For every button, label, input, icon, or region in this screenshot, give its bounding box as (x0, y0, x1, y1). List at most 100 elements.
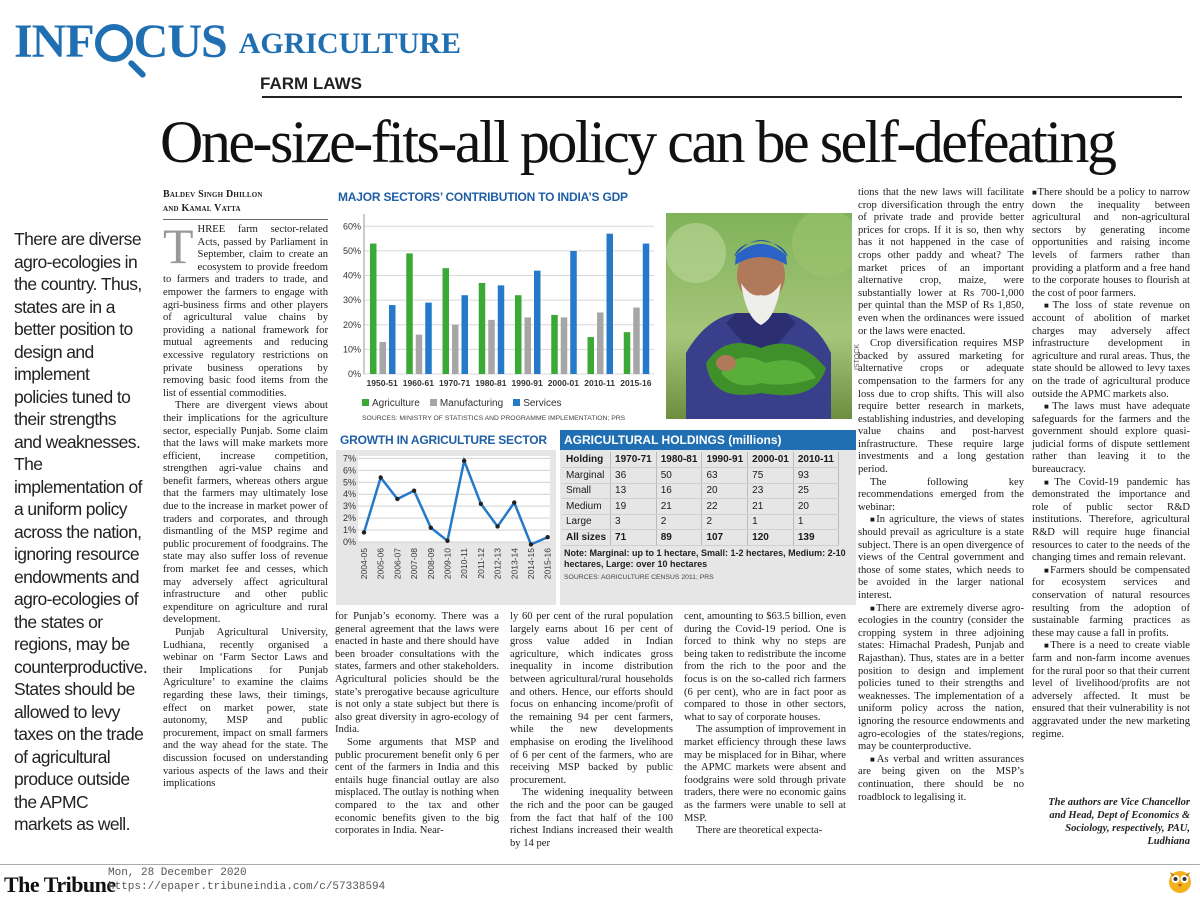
brand-text-in: INF (14, 15, 95, 68)
footer-rule (0, 864, 1200, 865)
x-tick-label: 2012-13 (493, 548, 503, 579)
table-cell: 23 (747, 483, 794, 499)
headline: One-size-fits-all policy can be self-def… (160, 109, 1117, 175)
table-cell: 20 (701, 483, 749, 499)
publication-logo: The Tribune (4, 872, 116, 897)
byline-author-2: and Kamal Vatta (163, 203, 241, 214)
gdp-bar-chart: 60% 50% 40% 30% 20% 10% 0% 1950-51 1960-61 1970-7… (343, 214, 654, 388)
table-cell: All sizes (562, 529, 612, 546)
bullet-text: There should be a policy to narrow down … (1032, 187, 1190, 299)
bar-agriculture (442, 268, 449, 374)
y-tick-label: 6% (343, 465, 356, 475)
table-note: Note: Marginal: up to 1 hectare, Small: … (564, 548, 854, 570)
table-cell: 139 (793, 529, 840, 546)
legend-label: Manufacturing (439, 398, 504, 409)
chart-source: SOURCES: MINISTRY OF STATISTICS AND PROG… (362, 415, 626, 422)
bar-manufacturing (415, 334, 423, 374)
table-cell: Small (562, 483, 612, 499)
bullet-item: ■Farmers should be compensated for ecosy… (1032, 565, 1190, 641)
article-column-4: cent, amounting to $63.5 billion, even d… (684, 611, 846, 838)
y-tick-label: 5% (343, 477, 356, 487)
article-column-3: ly 60 per cent of the rural population l… (510, 611, 673, 850)
data-point (378, 475, 383, 480)
y-tick-label: 30% (343, 295, 361, 305)
bullet-item: ■There is a need to create viable farm a… (1032, 640, 1190, 741)
y-tick-label: 0% (348, 369, 361, 379)
table-row: Large 3 2 2 1 1 (562, 514, 840, 530)
bullet-icon: ■ (870, 603, 876, 613)
bullet-item: ■In agriculture, the views of states sho… (858, 514, 1024, 602)
bar-services (606, 233, 613, 374)
paragraph: Some arguments that MSP and public procu… (335, 736, 499, 837)
note-text: Marginal: up to 1 hectare, Small: 1-2 he… (564, 548, 846, 569)
table-cell: 2 (656, 514, 703, 530)
bar-manufacturing (633, 307, 640, 374)
chart-title: GROWTH IN AGRICULTURE SECTOR (336, 430, 556, 450)
table-header-cell: 1980-81 (656, 452, 703, 468)
holdings-table-box: AGRICULTURAL HOLDINGS (millions) Holding… (560, 430, 856, 605)
legend-item: Manufacturing (429, 398, 504, 409)
kicker-rule (262, 96, 1182, 98)
bar-services (642, 243, 650, 374)
bar-agriculture (587, 337, 594, 374)
x-tick-label: 1950-51 (367, 378, 398, 388)
article-column-5: tions that the new laws will facilitate … (858, 187, 1024, 804)
drop-cap: T (163, 218, 194, 274)
paragraph: The assumption of improvement in market … (684, 724, 846, 824)
byline-rule (163, 219, 328, 220)
table-cell: 21 (656, 498, 703, 515)
x-tick-label: 2010-11 (459, 548, 469, 579)
data-point (445, 538, 450, 544)
x-tick-label: 1990-91 (512, 378, 543, 388)
bar-services (570, 250, 577, 374)
legend-label: Agriculture (372, 398, 420, 409)
bar-agriculture (551, 314, 558, 374)
table-cell: Medium (562, 498, 612, 515)
kicker: FARM LAWS (260, 74, 362, 93)
legend-item: Agriculture (362, 398, 420, 409)
table-cell: 93 (793, 467, 840, 484)
edition-url[interactable]: https://epaper.tribuneindia.com/c/573385… (108, 881, 386, 893)
farmer-illustration (666, 213, 852, 419)
magnifier-icon (94, 24, 133, 62)
y-tick-label: 20% (343, 320, 361, 330)
x-tick-label: 2010-11 (584, 378, 615, 388)
bullet-icon: ■ (1044, 641, 1051, 651)
paragraph: The widening inequality between the rich… (510, 787, 673, 849)
bar-agriculture (370, 243, 377, 374)
bullet-text: In agriculture, the views of states shou… (858, 514, 1024, 601)
table-cell: 2 (701, 514, 749, 530)
bullet-icon: ■ (1044, 402, 1053, 412)
table-cell: 25 (793, 483, 840, 499)
bullet-item: ■The laws must have adequate safeguards … (1032, 401, 1190, 477)
table-header-cell: 1990-91 (701, 452, 749, 468)
edition-date: Mon, 28 December 2020 (108, 867, 247, 879)
bar-manufacturing (379, 342, 386, 374)
bar-services (389, 305, 396, 374)
byline: Baldev Singh Dhillon and Kamal Vatta (163, 188, 263, 216)
paragraph: There are divergent views about their im… (163, 400, 328, 626)
table-cell: 3 (610, 514, 657, 530)
x-tick-label: 2005-06 (376, 548, 386, 579)
author-note: The authors are Vice Chancellor and Head… (1048, 797, 1190, 847)
table-cell: Large (562, 514, 612, 530)
paragraph: cent, amounting to $63.5 billion, even d… (684, 611, 846, 723)
table-header-cell: Holding (562, 452, 612, 468)
growth-chart: GROWTH IN AGRICULTURE SECTOR 7% 6% 5% 4% 3% 2… (336, 430, 556, 605)
table-cell: 19 (610, 498, 657, 515)
gdp-chart: MAJOR SECTORS’ CONTRIBUTION TO INDIA’S G… (334, 186, 856, 426)
paragraph: HREE farm sector-related Acts, passed by… (163, 224, 328, 399)
bullet-item: ■The Covid-19 pandemic has demonstrated … (1032, 477, 1190, 565)
bar-agriculture (478, 282, 486, 374)
x-tick-label: 2015-16 (543, 548, 553, 579)
bullet-text: As verbal and written assurances are bei… (858, 753, 1024, 803)
legend-swatch (513, 399, 521, 406)
bar-manufacturing (597, 312, 604, 374)
bullet-text: The loss of state revenue on account of … (1032, 300, 1190, 400)
legend-swatch (429, 399, 437, 406)
bullet-text: The Covid-19 pandemic has demonstrated t… (1032, 476, 1190, 564)
table-cell: 13 (610, 483, 657, 499)
chart-title: AGRICULTURAL HOLDINGS (millions) (560, 430, 856, 450)
byline-author-1: Baldev Singh Dhillon (163, 189, 263, 200)
data-point (361, 530, 367, 535)
